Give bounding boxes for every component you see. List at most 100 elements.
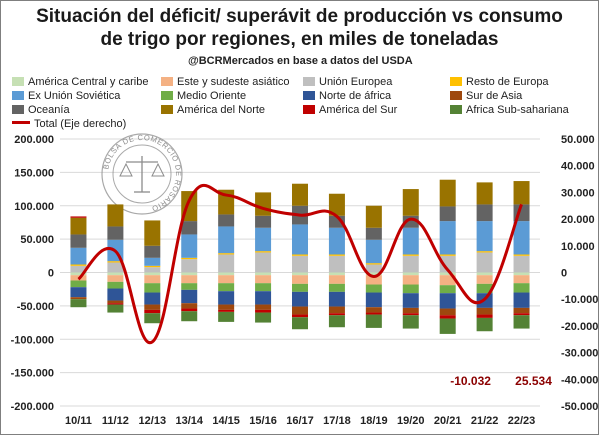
bar-segment (513, 292, 530, 308)
bar-segment (513, 315, 530, 329)
legend-item: Sur de Asia (450, 90, 522, 102)
legend-item: América del Norte (161, 104, 265, 116)
right-tick-label: -30.000 (561, 348, 598, 360)
bar-segment (439, 275, 456, 286)
bar-segment (255, 304, 272, 310)
legend-label: Sur de Asia (466, 90, 523, 102)
legend-label: Total (Eje derecho) (34, 118, 127, 130)
bar-segment (70, 280, 87, 288)
right-tick-label: 30.000 (561, 187, 595, 199)
bar-segment (328, 193, 345, 216)
watermark-seal: BOLSA DE COMERCIO DE ROSARIO (101, 133, 183, 215)
bar-segment (476, 283, 493, 294)
legend-swatch (303, 91, 315, 100)
legend-label: Resto de Europa (466, 76, 549, 88)
total-line (77, 184, 523, 345)
watermark-scale-pan-right (151, 162, 165, 177)
left-tick-label: 200.000 (14, 134, 54, 146)
bar-segment (107, 226, 124, 240)
bar-segment (328, 283, 345, 292)
bar-segment (70, 217, 87, 235)
bar-segment (476, 221, 493, 252)
bar-segment (107, 272, 124, 276)
bar-segment (181, 283, 198, 290)
bar-segment (107, 275, 124, 282)
x-tick-label: 12/13 (139, 415, 167, 427)
bar-segment (365, 263, 382, 265)
bar-segment (439, 293, 456, 309)
bar-segment (218, 309, 235, 312)
bar-segment (144, 265, 161, 268)
bar-segment (292, 183, 308, 206)
bar-segment (328, 306, 345, 314)
legend-swatch (12, 105, 24, 114)
bar-segment (439, 206, 456, 222)
bar-segment (255, 291, 272, 305)
legend-label: Norte de áfrica (319, 90, 392, 102)
bar-segment (513, 181, 530, 205)
bar-segment (328, 254, 345, 256)
x-tick-label: 19/20 (397, 415, 425, 427)
bar-segment (218, 275, 235, 284)
bar-segment (365, 312, 382, 315)
bar-segment (70, 247, 87, 265)
left-tick-label: 50.000 (20, 234, 54, 246)
bar-segment (107, 204, 124, 227)
bar-segment (476, 314, 493, 318)
bar-segment (144, 309, 161, 314)
bar-segment (255, 309, 272, 313)
x-tick-label: 16/17 (286, 415, 314, 427)
legend-swatch (161, 77, 173, 86)
bar-segment (365, 284, 382, 293)
bar-segment (70, 216, 87, 218)
left-tick-label: 0 (48, 268, 54, 280)
bar-segment (292, 254, 308, 256)
watermark-inner-ring (112, 144, 172, 204)
bar-segment (255, 251, 272, 253)
bar-segment (181, 234, 198, 258)
legend-swatch (303, 77, 315, 86)
bar-segment (365, 307, 382, 313)
bar-segment (513, 275, 530, 284)
bar-segment (70, 272, 87, 276)
bar-segment (181, 303, 198, 309)
bar-segment (439, 318, 456, 334)
legend-label: Oceanía (28, 104, 70, 116)
bar-segment (255, 192, 272, 216)
right-tick-label: 10.000 (561, 241, 595, 253)
right-tick-label: 50.000 (561, 134, 595, 146)
bar-segment (402, 307, 419, 314)
bar-segment (70, 287, 87, 298)
bar-segment (365, 314, 382, 328)
bar-segment (70, 299, 87, 308)
bar-segment (181, 311, 198, 322)
bar-segment (144, 272, 161, 276)
legend-swatch (161, 91, 173, 100)
bar-segment (439, 221, 456, 255)
watermark-scale-pan-left (119, 162, 133, 177)
left-tick-label: -150.000 (11, 368, 54, 380)
bar-segment (476, 204, 493, 222)
bar-segment (439, 315, 456, 319)
bar-segment (144, 304, 161, 310)
legend-swatch (12, 77, 24, 86)
bar-segment (402, 254, 419, 256)
legend-swatch (450, 77, 462, 86)
bar-segment (365, 275, 382, 285)
legend-swatch (12, 91, 24, 100)
bar-segment (218, 214, 235, 227)
legend-item: Norte de áfrica (303, 90, 391, 102)
legend-item: Africa Sub-sahariana (450, 104, 569, 116)
bar-segment (328, 315, 345, 328)
bar-segment (476, 307, 493, 315)
legend-item: Este y sudeste asiático (161, 76, 290, 88)
bar-segment (292, 306, 308, 315)
bar-segment (218, 272, 235, 276)
bar-segment (513, 254, 530, 256)
legend-label: Medio Oriente (177, 90, 247, 102)
data-label: -10.032 (450, 374, 491, 388)
bar-segment (144, 313, 161, 324)
legend-label: Africa Sub-sahariana (466, 104, 569, 116)
bar-segment (439, 255, 456, 273)
